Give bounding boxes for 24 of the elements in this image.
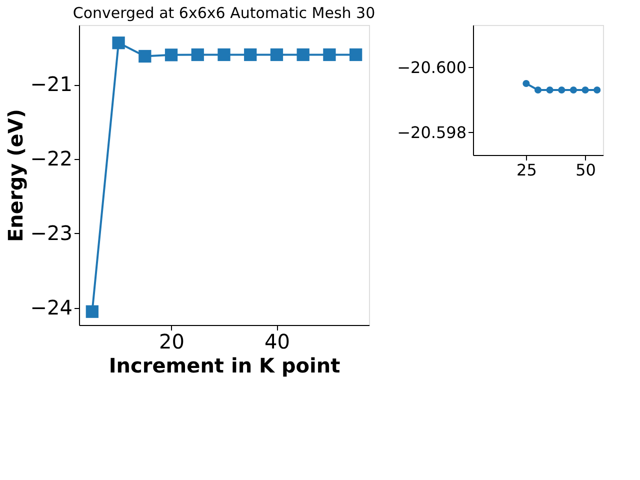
y-tick-label: −21: [30, 72, 72, 96]
y-tick-label: −22: [30, 146, 72, 170]
x-tick-label: 20: [159, 330, 184, 354]
point: [349, 48, 362, 62]
y-tick-label: −20.600: [397, 58, 466, 77]
y-tick-label: −23: [30, 220, 72, 245]
point: [86, 305, 99, 318]
point: [164, 48, 178, 62]
point: [270, 48, 284, 62]
point: [138, 50, 152, 63]
x-tick-label: 40: [264, 330, 290, 354]
point: [244, 48, 257, 62]
y-tick-label: −20.598: [397, 122, 466, 142]
x-axis-title: Increment in K point: [108, 354, 341, 378]
y-tick-label: −24: [30, 295, 72, 320]
y-axis-title: Energy (eV): [3, 109, 28, 242]
point: [218, 48, 230, 62]
x-tick-label: 25: [516, 160, 537, 180]
point: [323, 48, 336, 62]
x-tick-label: 50: [576, 160, 596, 180]
chart-title: Converged at 6x6x6 Automatic Mesh 30: [72, 4, 376, 22]
point: [296, 48, 310, 62]
point: [112, 36, 125, 50]
point: [191, 48, 204, 62]
